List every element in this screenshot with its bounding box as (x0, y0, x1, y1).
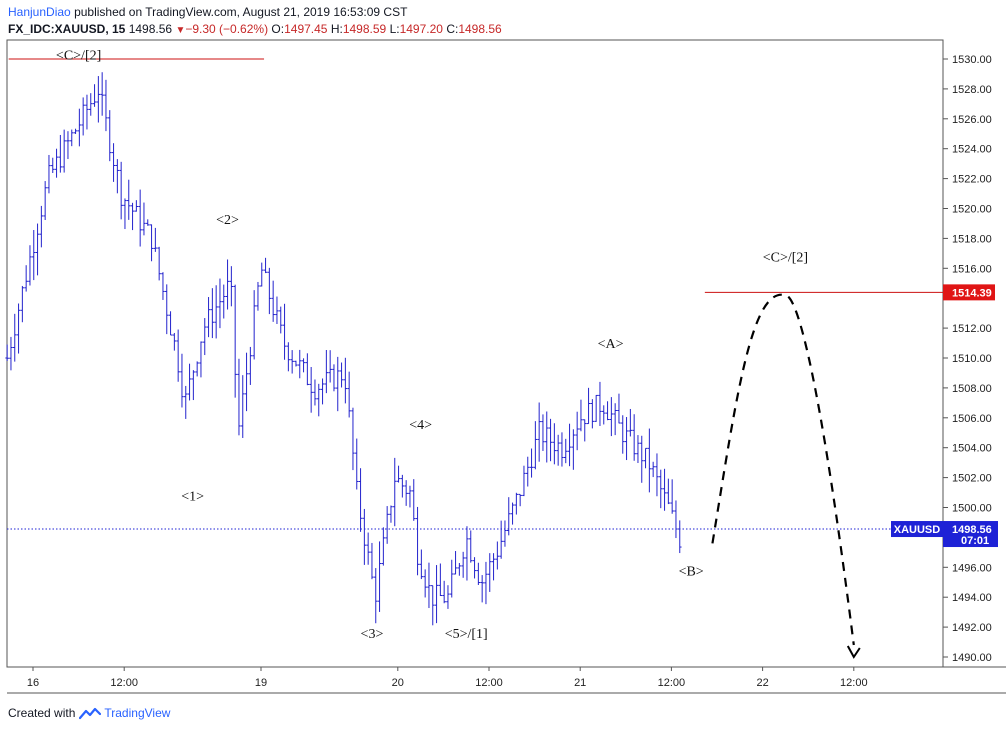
x-tick-label: 12:00 (475, 677, 503, 689)
down-arrow-icon: ▼ (175, 25, 186, 36)
y-tick-label: 1502.00 (952, 473, 992, 485)
symbol-tag-box (891, 521, 943, 538)
y-tick-label: 1500.00 (952, 503, 992, 515)
y-tick-label: 1508.00 (952, 383, 992, 395)
wave-label: <3> (361, 627, 384, 642)
y-tick-label: 1516.00 (952, 263, 992, 275)
x-tick-label: 12:00 (840, 677, 868, 689)
wave-label: <C>/[2] (56, 49, 101, 64)
y-tick-label: 1520.00 (952, 204, 992, 216)
y-tick-label: 1510.00 (952, 353, 992, 365)
price-change: −9.30 (−0.62%) (185, 22, 269, 36)
low-label: L: (389, 22, 400, 36)
wave-label: <5>/[1] (445, 627, 488, 642)
x-tick-label: 19 (255, 677, 267, 689)
symbol-name: FX_IDC:XAUUSD, 15 (8, 22, 126, 36)
y-tick-label: 1518.00 (952, 233, 992, 245)
author-link[interactable]: HanjunDiao (8, 5, 71, 19)
x-tick-label: 22 (756, 677, 768, 689)
y-tick-label: 1530.00 (952, 54, 992, 66)
price-tag-box (943, 521, 998, 548)
y-tick-label: 1528.00 (952, 84, 992, 96)
y-tick-label: 1494.00 (952, 592, 992, 604)
low-value: 1497.20 (399, 22, 443, 36)
open-value: 1497.45 (284, 22, 328, 36)
projection-path (711, 293, 855, 646)
level-tag-value: 1514.39 (952, 287, 992, 299)
projection-arrowhead (846, 645, 861, 659)
level-tag-box (943, 284, 995, 301)
y-tick-label: 1504.00 (952, 443, 992, 455)
wave-label: <A> (598, 337, 624, 352)
published-text: published on TradingView.com, August 21,… (74, 5, 408, 19)
close-label: C: (446, 22, 459, 36)
x-tick-label: 12:00 (658, 677, 686, 689)
high-value: 1498.59 (342, 22, 387, 36)
x-tick-label: 20 (392, 677, 404, 689)
last-price: 1498.56 (128, 22, 173, 36)
symbol-tag-text: XAUUSD (894, 524, 941, 536)
y-tick-label: 1506.00 (952, 413, 992, 425)
y-tick-label: 1490.00 (952, 652, 992, 664)
publish-info: HanjunDiao published on TradingView.com,… (8, 5, 407, 19)
x-tick-label: 12:00 (110, 677, 138, 689)
symbol-info: FX_IDC:XAUUSD, 15 1498.56 ▼−9.30 (−0.62%… (8, 22, 502, 36)
wave-label: <1> (181, 490, 204, 505)
y-tick-label: 1512.00 (952, 323, 992, 335)
wave-label: <4> (409, 418, 432, 433)
y-tick-label: 1524.00 (952, 144, 992, 156)
y-tick-label: 1496.00 (952, 562, 992, 574)
wave-label: <C>/[2] (763, 250, 808, 265)
footer: Created with TradingView (8, 706, 170, 720)
x-tick-label: 16 (27, 677, 39, 689)
wave-label: <B> (679, 564, 704, 579)
open-label: O: (271, 22, 285, 36)
y-tick-label: 1492.00 (952, 622, 992, 634)
tradingview-brand[interactable]: TradingView (104, 706, 171, 720)
tradingview-logo-icon (79, 707, 102, 719)
x-tick-label: 21 (574, 677, 586, 689)
countdown-value: 07:01 (961, 535, 989, 547)
close-value: 1498.56 (458, 22, 502, 36)
y-tick-label: 1522.00 (952, 174, 992, 186)
y-tick-label: 1526.00 (952, 114, 992, 126)
wave-label: <2> (216, 213, 239, 228)
high-label: H: (330, 22, 343, 36)
created-with-text: Created with (8, 706, 76, 720)
price-tag-value: 1498.56 (952, 524, 992, 536)
